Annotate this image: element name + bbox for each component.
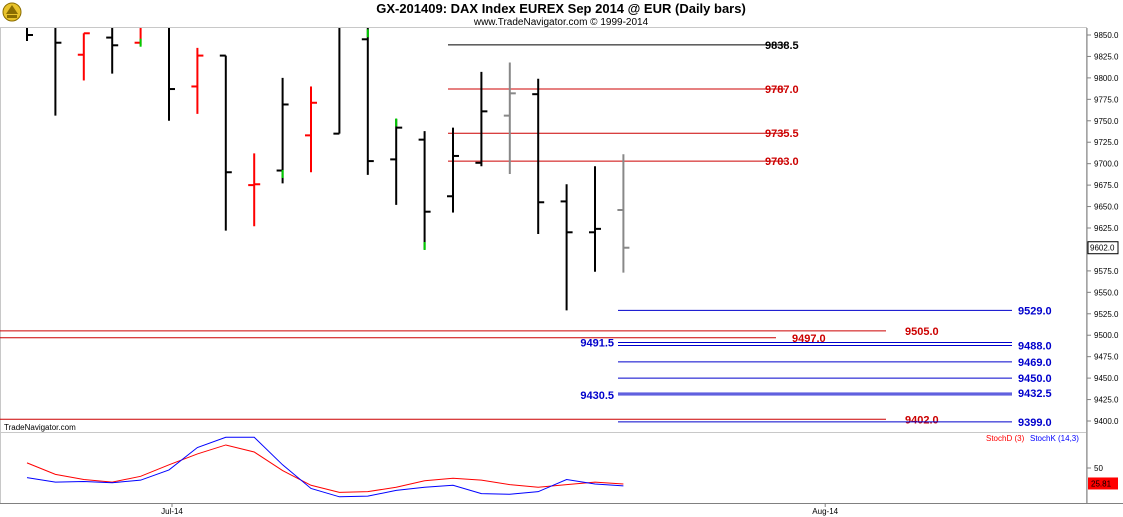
price-axis: 9850.0 9825.0 9800.0 9775.0 9750.0 9725.0 9700…: [1087, 31, 1119, 426]
stoch-last-label: 25.81: [1091, 479, 1112, 488]
level-label: 9529.0: [1018, 305, 1052, 317]
stoch-lines: [26, 436, 624, 498]
price-bars: [26, 28, 630, 311]
level-label: 9402.0: [905, 414, 939, 426]
stochastic-panel: StochD (3) StochK (14,3) 50 25.81: [26, 434, 1118, 498]
level-label: 9488.0: [1018, 341, 1052, 353]
level-label: 9838.5: [765, 40, 799, 52]
level-label: 9469.0: [1018, 357, 1052, 369]
level-label: 9399.0: [1018, 417, 1052, 429]
y-tick-label: 9550.0: [1094, 288, 1119, 297]
stoch-last-box: [1088, 477, 1118, 490]
legend-stochD: StochD (3): [986, 434, 1025, 443]
y-tick-label: 9750.0: [1094, 117, 1119, 126]
y-tick-label: 9625.0: [1094, 224, 1119, 233]
x-tick-label: Aug-14: [812, 507, 838, 516]
x-tick-label: Jul-14: [161, 507, 183, 516]
y-tick-label: 9675.0: [1094, 181, 1119, 190]
y-tick-label: 9525.0: [1094, 310, 1119, 319]
stochK-line: [26, 436, 624, 498]
y-tick-label: 9475.0: [1094, 353, 1119, 362]
watermark: TradeNavigator.com: [4, 423, 76, 432]
y-tick-label: 9800.0: [1094, 74, 1119, 83]
level-label: 9787.0: [765, 84, 799, 96]
chart-subtitle: www.TradeNavigator.com © 1999-2014: [473, 17, 649, 28]
y-tick-label: 9650.0: [1094, 203, 1119, 212]
level-label: 9505.0: [905, 326, 939, 338]
level-label: 9491.5: [580, 338, 614, 350]
y-tick-label: 9700.0: [1094, 160, 1119, 169]
chart-title: GX-201409: DAX Index EUREX Sep 2014 @ EU…: [376, 1, 746, 16]
date-axis: Jul-14 Aug-14: [161, 503, 839, 516]
legend-stochK: StochK (14,3): [1030, 434, 1079, 443]
last-price-box: [1087, 241, 1119, 255]
y-tick-label: 9575.0: [1094, 267, 1119, 276]
level-label: 9450.0: [1018, 373, 1052, 385]
y-tick-label: 9450.0: [1094, 374, 1119, 383]
level-label: 9432.5: [1018, 388, 1052, 400]
y-tick-label: 9400.0: [1094, 417, 1119, 426]
level-label: 9497.0: [792, 333, 826, 345]
stoch-tick-label: 50: [1094, 464, 1103, 473]
level-label: 9703.0: [765, 156, 799, 168]
trade-navigator-logo-icon: [2, 2, 22, 22]
y-tick-label: 9775.0: [1094, 95, 1119, 104]
last-price-label: 9602.0: [1090, 244, 1115, 253]
level-label: 9735.5: [765, 128, 799, 140]
level-lines: 9838.5 9787.0 9735.5 9703.0 9529.0 9505.0 9497…: [0, 40, 1052, 429]
stochD-line: [26, 444, 624, 493]
y-tick-label: 9725.0: [1094, 138, 1119, 147]
y-tick-label: 9500.0: [1094, 331, 1119, 340]
y-tick-label: 9825.0: [1094, 52, 1119, 61]
y-tick-label: 9850.0: [1094, 31, 1119, 40]
y-tick-label: 9425.0: [1094, 396, 1119, 405]
level-label: 9430.5: [580, 390, 614, 402]
